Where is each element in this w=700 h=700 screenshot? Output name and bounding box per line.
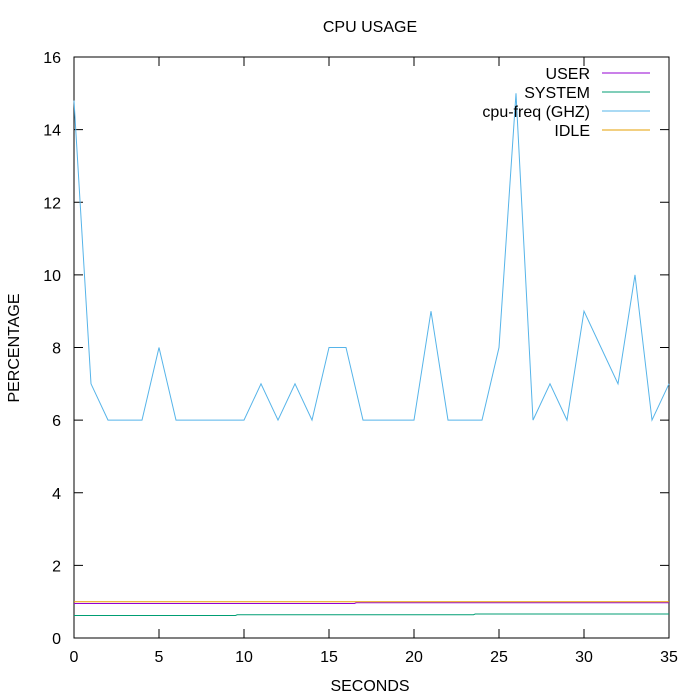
plot-frame (73, 56, 670, 639)
x-tick-label: 10 (235, 649, 253, 666)
x-tick-label: 15 (320, 649, 338, 666)
legend-label-user: USER (546, 66, 590, 83)
y-tick-label: 14 (43, 123, 61, 140)
x-axis-title: SECONDS (330, 678, 409, 695)
series-line-cpu-freq-ghz (73, 93, 670, 422)
y-tick-label: 8 (52, 341, 61, 358)
legend-label-idle: IDLE (554, 123, 590, 140)
y-tick-label: 12 (43, 195, 61, 212)
y-tick-label: 6 (52, 413, 61, 430)
y-axis-title: PERCENTAGE (6, 293, 23, 402)
x-tick-label: 0 (70, 649, 79, 666)
series-layer (73, 93, 670, 616)
x-tick-label: 35 (660, 649, 678, 666)
legend-label-system: SYSTEM (524, 85, 590, 102)
y-tick-label: 0 (52, 631, 61, 648)
chart-title: CPU USAGE (323, 19, 417, 36)
x-tick-label: 20 (405, 649, 423, 666)
y-tick-label: 4 (52, 486, 61, 503)
y-tick-label: 16 (43, 50, 61, 67)
y-tick-label: 2 (52, 558, 61, 575)
x-tick-label: 30 (575, 649, 593, 666)
ticks-layer: 0 2 4 6 8 10 12 14 16 0 5 10 15 20 25 30 35 (43, 50, 678, 666)
series-line-system (74, 613, 669, 616)
x-tick-label: 5 (155, 649, 164, 666)
legend: USER SYSTEM cpu-freq (GHZ) IDLE (482, 66, 650, 140)
y-tick-label: 10 (43, 268, 61, 285)
x-tick-label: 25 (490, 649, 508, 666)
series-line-user (74, 602, 669, 604)
legend-label-cpu-freq-ghz: cpu-freq (GHZ) (482, 104, 590, 121)
